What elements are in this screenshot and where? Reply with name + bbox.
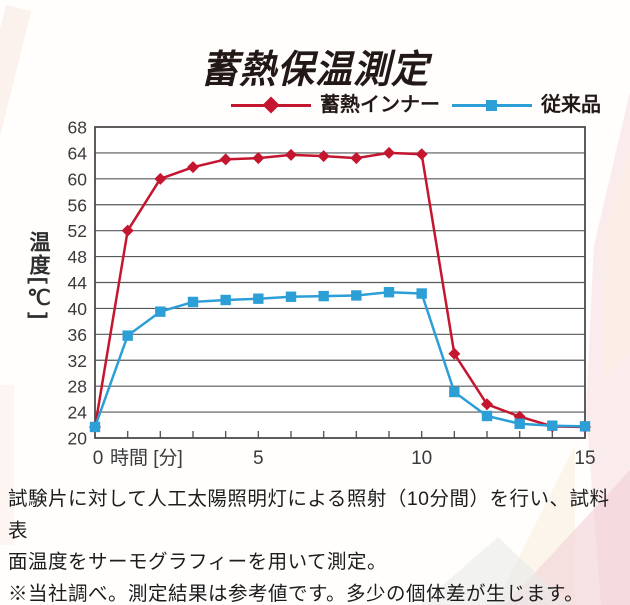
y-axis-title: 温度[℃]: [27, 231, 50, 321]
data-point-diamond: [383, 146, 395, 159]
data-point-square: [253, 293, 264, 304]
footnote: 試験片に対して人工太陽照明灯による照射（10分間）を行い、試料表 面温度をサーモ…: [8, 484, 624, 605]
data-point-square: [547, 420, 558, 431]
y-tick-label: 56: [68, 195, 87, 215]
legend-label-conventional: 従来品: [541, 94, 601, 116]
data-point-square: [514, 418, 525, 429]
data-point-diamond: [121, 224, 134, 237]
y-tick-label: 52: [68, 221, 87, 241]
y-tick-label: 44: [68, 273, 88, 293]
legend-item-conventional: 従来品: [452, 93, 601, 117]
y-tick-label: 48: [68, 247, 87, 267]
y-tick-label: 68: [68, 120, 87, 138]
y-tick-label: 24: [68, 403, 88, 423]
data-point-square: [318, 290, 329, 302]
data-point-square: [579, 421, 591, 432]
x-tick-label: 0: [93, 448, 104, 469]
data-point-square: [449, 386, 460, 398]
data-point-diamond: [350, 152, 363, 165]
x-tick-label: 15: [574, 448, 595, 469]
data-point-square: [351, 290, 362, 301]
footnote-line: 試験片に対して人工太陽照明灯による照射（10分間）を行い、試料表: [8, 488, 610, 542]
y-tick-label: 36: [68, 325, 87, 345]
plot-border: [94, 126, 586, 439]
data-point-square: [481, 410, 493, 422]
page-title: 蓄熱保温測定: [201, 48, 429, 91]
y-tick-label: 64: [68, 143, 88, 163]
temperature-line-chart: 20 24 28 32 36 40 44 48 52 56 60 64 68 0 5 10 15 時間 [分]: [68, 120, 596, 469]
x-axis-title: 時間 [分]: [110, 447, 183, 469]
data-point-square: [155, 306, 166, 317]
data-point-square: [187, 296, 199, 308]
y-tick-label: 40: [68, 299, 88, 319]
y-tick-label: 32: [68, 351, 87, 371]
data-point-diamond: [448, 347, 461, 360]
data-point-square: [416, 288, 427, 299]
y-tick-label: 60: [68, 169, 88, 189]
data-point-diamond: [415, 148, 428, 161]
legend-label-storage-inner: 蓄熱インナー: [320, 94, 440, 116]
footnote-line: 面温度をサーモグラフィーを用いて測定。: [8, 551, 388, 573]
diamond-marker-icon: [262, 96, 280, 114]
x-tick-label: 5: [253, 448, 264, 469]
square-marker-icon: [486, 99, 497, 111]
legend-line-storage-inner: [231, 94, 311, 116]
data-point-square: [122, 330, 133, 341]
series-line-1: [93, 290, 586, 428]
legend-item-storage-inner: 蓄熱インナー: [231, 93, 440, 117]
data-point-square: [220, 294, 231, 306]
footnote-line: ※当社調べ。測定結果は参考値です。多少の個体差が生じます。: [8, 582, 585, 605]
series-line-0: [93, 151, 586, 429]
data-point-diamond: [187, 161, 199, 174]
data-point-diamond: [252, 152, 265, 165]
data-point-square: [89, 421, 101, 433]
y-tick-label: 28: [68, 377, 87, 397]
data-point-diamond: [317, 150, 330, 163]
legend-line-conventional: [452, 94, 532, 116]
data-point-diamond: [481, 398, 493, 411]
x-tick-label: 10: [411, 448, 432, 469]
data-point-square: [285, 291, 297, 302]
data-point-diamond: [219, 153, 232, 166]
data-point-diamond: [285, 148, 297, 161]
y-tick-label: 20: [68, 429, 88, 449]
data-point-square: [383, 287, 395, 298]
